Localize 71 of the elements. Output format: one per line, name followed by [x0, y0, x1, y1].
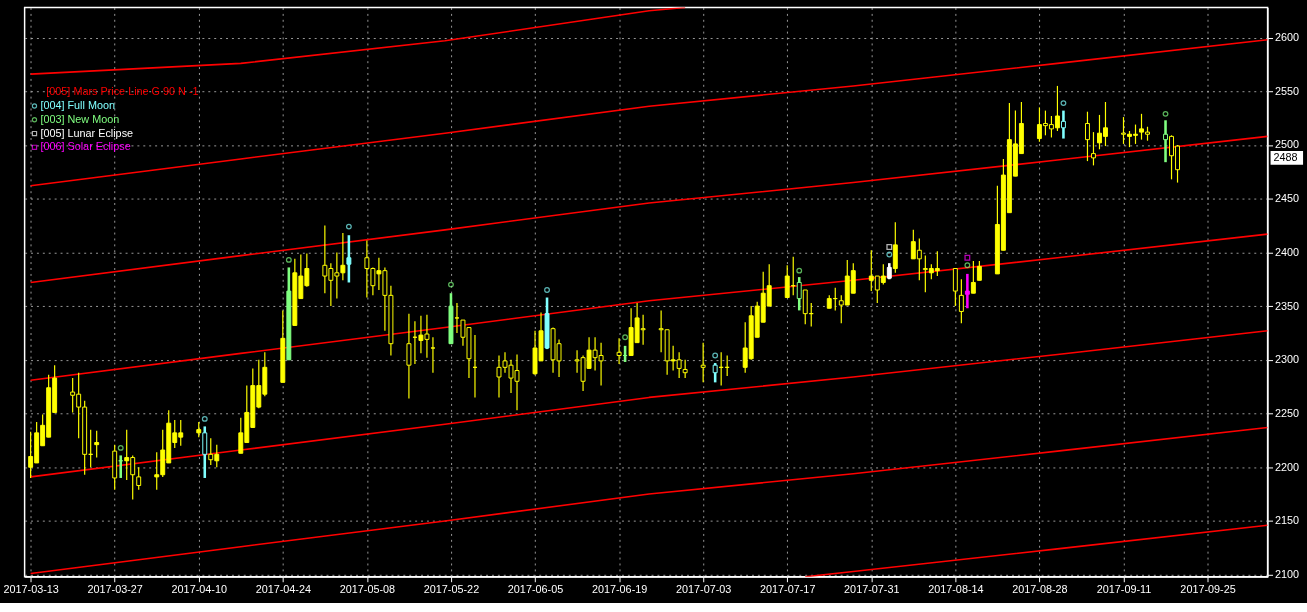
candlestick — [94, 430, 100, 459]
point — [117, 444, 124, 451]
y-tick-label: 2350 — [1274, 299, 1300, 312]
y-tick-label: 2100 — [1274, 568, 1300, 581]
y-tick-label: 2600 — [1274, 31, 1300, 44]
candlestick — [454, 302, 460, 334]
legend-label: [006] Solar Eclipse — [40, 140, 131, 153]
y-tick-label: 2500 — [1274, 138, 1300, 151]
line-series — [29, 330, 1268, 478]
point — [201, 415, 208, 422]
point — [964, 254, 971, 261]
legend-label: [004] Full Moon — [40, 98, 116, 111]
point — [622, 334, 629, 341]
point — [285, 256, 292, 263]
x-tick-label: 2017-05-08 — [339, 583, 396, 596]
candlestick — [970, 260, 976, 294]
legend-label: [005] Lunar Eclipse — [40, 126, 134, 139]
point — [964, 262, 971, 269]
candlestick — [712, 361, 718, 384]
point — [886, 251, 893, 258]
line-series — [29, 426, 1268, 575]
candlestick — [136, 466, 142, 491]
point — [448, 281, 454, 288]
candlestick — [1060, 109, 1066, 140]
y-tick-label: 2200 — [1274, 460, 1300, 473]
x-tick-label: 2017-06-19 — [591, 583, 648, 596]
candlestick — [682, 359, 688, 379]
candlestick — [1091, 131, 1096, 166]
series-label: [005] Mars Price Line G 90 N -1 — [46, 85, 199, 98]
x-tick-label: 2017-07-31 — [844, 583, 900, 596]
line-series — [29, 7, 686, 75]
x-tick-label: 2017-03-13 — [3, 583, 59, 596]
point — [886, 244, 893, 250]
candlestick — [958, 278, 964, 324]
x-tick-label: 2017-06-05 — [507, 583, 564, 596]
x-tick-label: 2017-09-11 — [1096, 583, 1152, 596]
point — [796, 267, 803, 274]
y-tick-label: 2250 — [1274, 406, 1300, 419]
x-tick-label: 2017-04-24 — [255, 583, 312, 596]
point — [345, 223, 352, 230]
candlestick — [1085, 111, 1090, 162]
line-series — [29, 38, 1268, 187]
point — [544, 287, 550, 293]
candlestick — [406, 313, 412, 400]
y-tick-label: 2150 — [1274, 514, 1300, 527]
x-tick-label: 2017-08-28 — [1012, 583, 1068, 596]
candlestick — [964, 272, 970, 310]
line-series — [29, 233, 1268, 382]
y-tick-label: 2550 — [1274, 84, 1300, 97]
candlestick — [616, 337, 622, 365]
point — [1060, 100, 1067, 107]
candlestick — [976, 260, 982, 281]
y-tick-label: 2450 — [1274, 192, 1300, 205]
x-tick-label: 2017-04-10 — [171, 583, 227, 596]
y-tick-label: 2400 — [1274, 245, 1300, 258]
x-tick-label: 2017-07-17 — [760, 583, 816, 596]
point — [1162, 110, 1169, 117]
candlestick — [700, 342, 706, 383]
candlestick — [430, 336, 436, 374]
y-tick-label: 2300 — [1274, 353, 1300, 366]
point — [712, 352, 719, 359]
x-tick-label: 2017-07-03 — [675, 583, 732, 596]
candlestick — [346, 233, 352, 284]
x-tick-label: 2017-08-14 — [928, 583, 984, 596]
x-tick-label: 2017-09-25 — [1180, 583, 1236, 596]
legend-label: [003] New Moon — [40, 112, 120, 125]
candlestick — [892, 221, 898, 274]
candlestick — [952, 267, 958, 307]
annotation: 2488 — [1273, 150, 1298, 163]
x-tick-label: 2017-03-27 — [87, 583, 143, 596]
x-tick-label: 2017-05-22 — [423, 583, 480, 596]
